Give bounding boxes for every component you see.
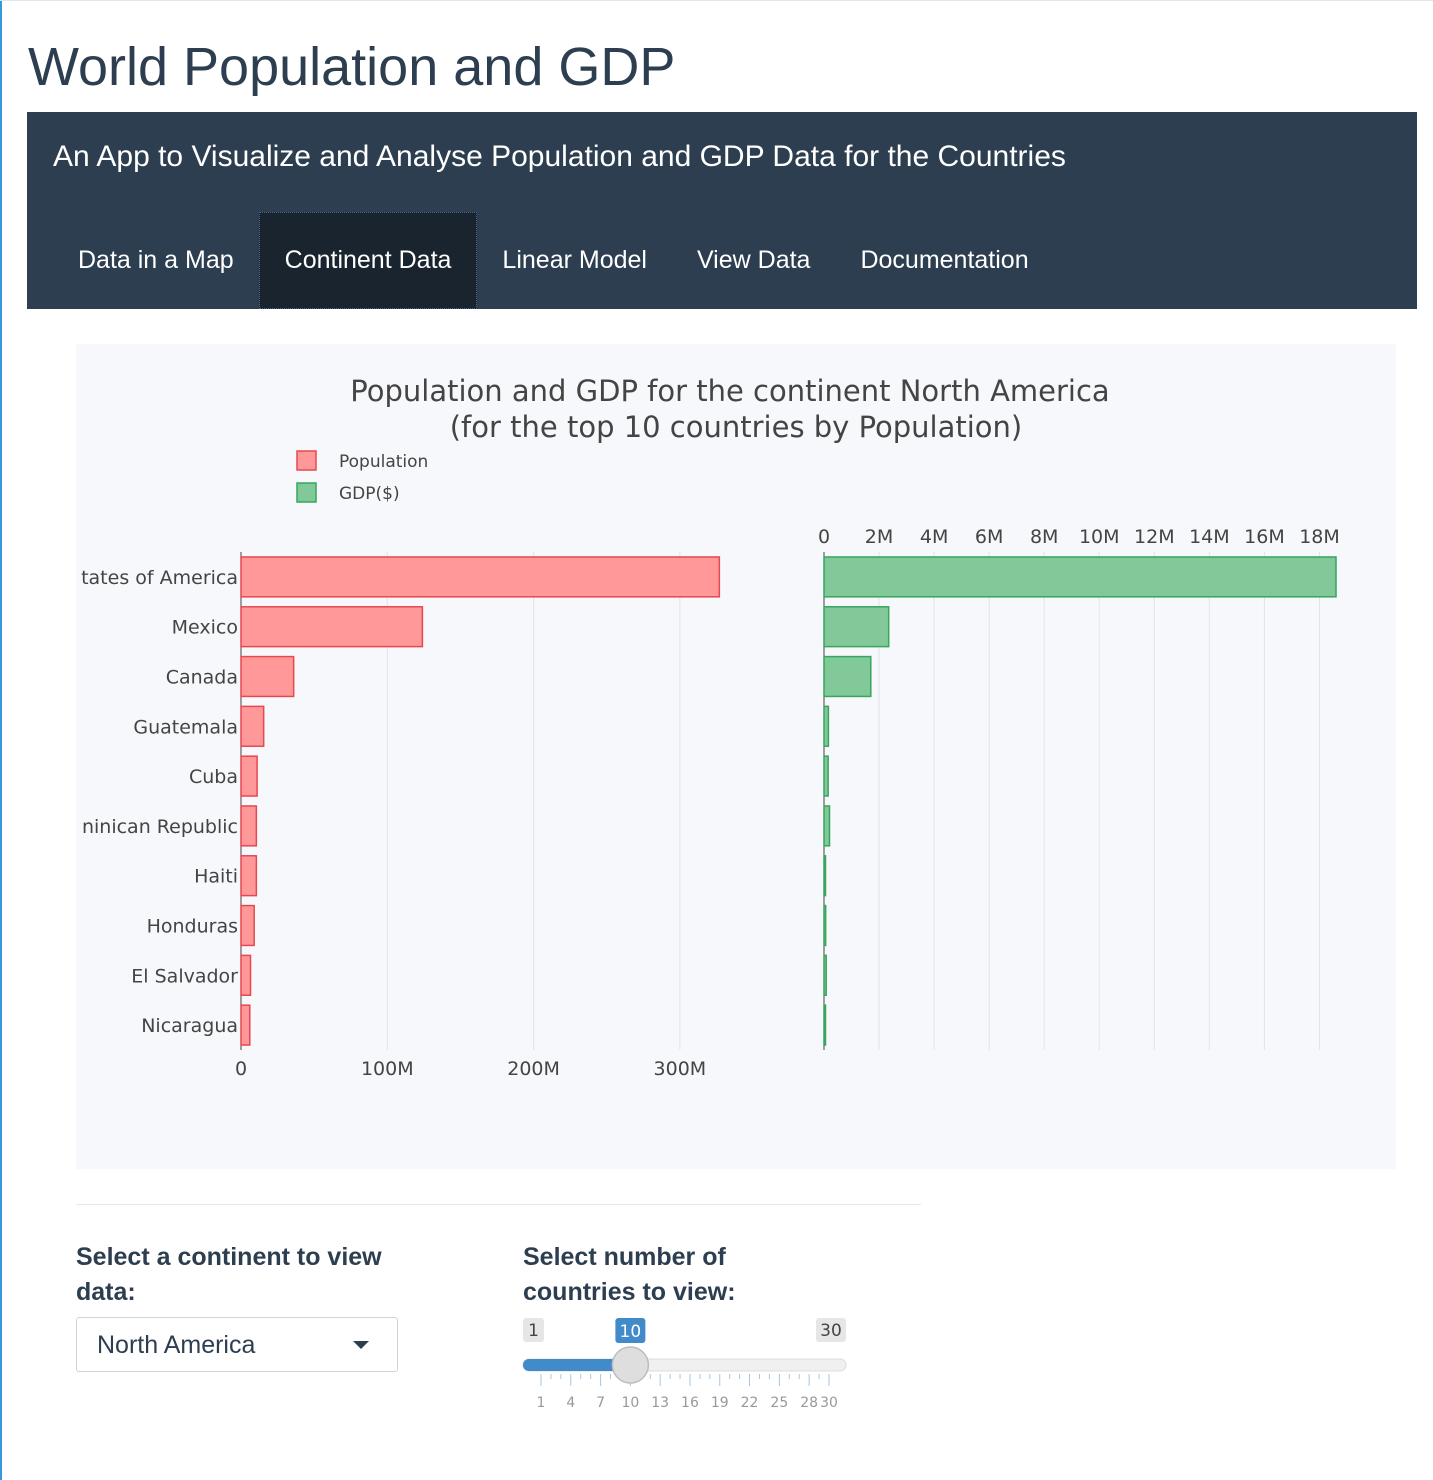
bar-1-7 [823, 904, 827, 947]
category-label-1: Mexico [172, 617, 238, 639]
legend-label-1: GDP($) [339, 484, 400, 504]
tab-data-in-a-map[interactable]: Data in a Map [78, 246, 234, 274]
chart-panel: Population and GDP for the continent Nor… [76, 344, 1396, 1169]
left-accent-bar [0, 0, 2, 1480]
bar-0-3 [240, 705, 265, 747]
legend-label-0: Population [339, 452, 428, 472]
bar-1-4 [823, 755, 829, 797]
slider-tick-label-0: 1 [537, 1395, 546, 1411]
category-label-4: Cuba [189, 766, 238, 788]
category-label-0: tates of America [81, 567, 238, 589]
bar-0-5 [240, 805, 258, 847]
tick-label-1-2: 4M [920, 526, 948, 548]
bar-1-0 [823, 556, 1337, 598]
slider-tick-label-5: 16 [681, 1395, 699, 1411]
category-label-8: El Salvador [131, 965, 238, 987]
category-label-6: Haiti [194, 866, 238, 888]
tab-documentation[interactable]: Documentation [860, 246, 1029, 274]
slider-tick-label-6: 19 [711, 1395, 729, 1411]
slider-tick-label-2: 7 [596, 1395, 605, 1411]
tick-label-0-1: 100M [361, 1058, 414, 1080]
slider-tick-label-7: 22 [741, 1395, 759, 1411]
bar-1-5 [823, 805, 831, 847]
slider-value-label: 10 [620, 1322, 642, 1342]
continent-select-label: Select a continent to view data: [76, 1243, 382, 1306]
bar-1-2 [823, 655, 872, 698]
bar-1-8 [823, 954, 827, 996]
tick-label-1-8: 16M [1244, 526, 1285, 548]
bar-layer [240, 556, 1337, 1046]
tick-label-1-3: 6M [975, 526, 1003, 548]
tab-linear-model[interactable]: Linear Model [502, 246, 647, 274]
slider-track [522, 1358, 847, 1372]
chart-subtitle: (for the top 10 countries by Population) [450, 410, 1023, 444]
bar-0-6 [240, 855, 258, 897]
slider-handle [611, 1346, 650, 1384]
bar-1-1 [823, 606, 890, 648]
tick-label-1-6: 12M [1134, 526, 1175, 548]
slider-max-label: 30 [820, 1321, 842, 1341]
slider-tick-label-1: 4 [566, 1395, 575, 1411]
divider [76, 1204, 921, 1205]
continent-select[interactable]: North America [76, 1317, 398, 1372]
category-labels: tates of America Mexico Canada Guatemala Cub… [81, 567, 238, 1037]
tick-label-0-0: 0 [235, 1058, 247, 1080]
caret-down-icon [353, 1341, 369, 1349]
category-label-7: Honduras [147, 916, 238, 938]
top-border [0, 0, 1433, 1]
page-title: World Population and GDP [28, 37, 676, 97]
tick-label-1-0: 0 [818, 526, 830, 548]
tick-label-1-7: 14M [1189, 526, 1230, 548]
slider-tick-label-4: 13 [651, 1395, 669, 1411]
tick-label-0-3: 300M [654, 1058, 707, 1080]
tab-continent-data[interactable]: Continent Data [258, 212, 478, 309]
category-label-5: ninican Republic [82, 816, 238, 838]
bar-0-1 [240, 606, 424, 648]
slider-tick-label-3: 10 [621, 1395, 639, 1411]
bar-0-2 [240, 655, 295, 698]
bar-1-6 [823, 855, 827, 897]
legend-swatch-1 [296, 482, 317, 503]
category-label-2: Canada [166, 667, 238, 689]
slider-tick-label-9: 28 [800, 1395, 818, 1411]
tick-label-1-4: 8M [1030, 526, 1058, 548]
slider-tick-label-10: 30 [820, 1395, 838, 1411]
bar-0-9 [240, 1004, 251, 1046]
slider-min-badge [523, 1318, 544, 1342]
bar-1-3 [823, 705, 830, 747]
tick-label-1-9: 18M [1299, 526, 1340, 548]
tab-view-data[interactable]: View Data [696, 246, 811, 274]
tick-label-1-1: 2M [865, 526, 893, 548]
slider-value-badge [615, 1318, 646, 1343]
countries-slider-label: Select number of countries to view: [523, 1243, 736, 1306]
legend-swatch-0 [296, 450, 317, 471]
bar-0-7 [240, 904, 255, 947]
slider-min-label: 1 [528, 1321, 539, 1341]
chart-title: Population and GDP for the continent Nor… [350, 374, 1109, 408]
label-layer: Population and GDP for the continent Nor… [81, 374, 1340, 1080]
navbar: An App to Visualize and Analyse Populati… [27, 112, 1417, 309]
slider-max-badge [816, 1318, 846, 1342]
tab-bar: Data in a Map Continent Data Linear Mode… [53, 212, 1054, 309]
tick-label-0-2: 200M [507, 1058, 560, 1080]
category-label-3: Guatemala [133, 716, 238, 738]
bar-1-9 [823, 1004, 827, 1046]
navbar-subtitle: An App to Visualize and Analyse Populati… [53, 140, 1066, 173]
bar-0-0 [240, 556, 721, 598]
slider-fill [523, 1359, 631, 1371]
category-label-9: Nicaragua [141, 1015, 238, 1037]
bar-0-8 [240, 954, 252, 996]
chart-svg: Population and GDP for the continent Nor… [81, 374, 1340, 1080]
continent-select-value: North America [97, 1331, 256, 1359]
bar-0-4 [240, 755, 258, 797]
slider-tick-label-8: 25 [770, 1395, 788, 1411]
tick-label-1-5: 10M [1079, 526, 1120, 548]
